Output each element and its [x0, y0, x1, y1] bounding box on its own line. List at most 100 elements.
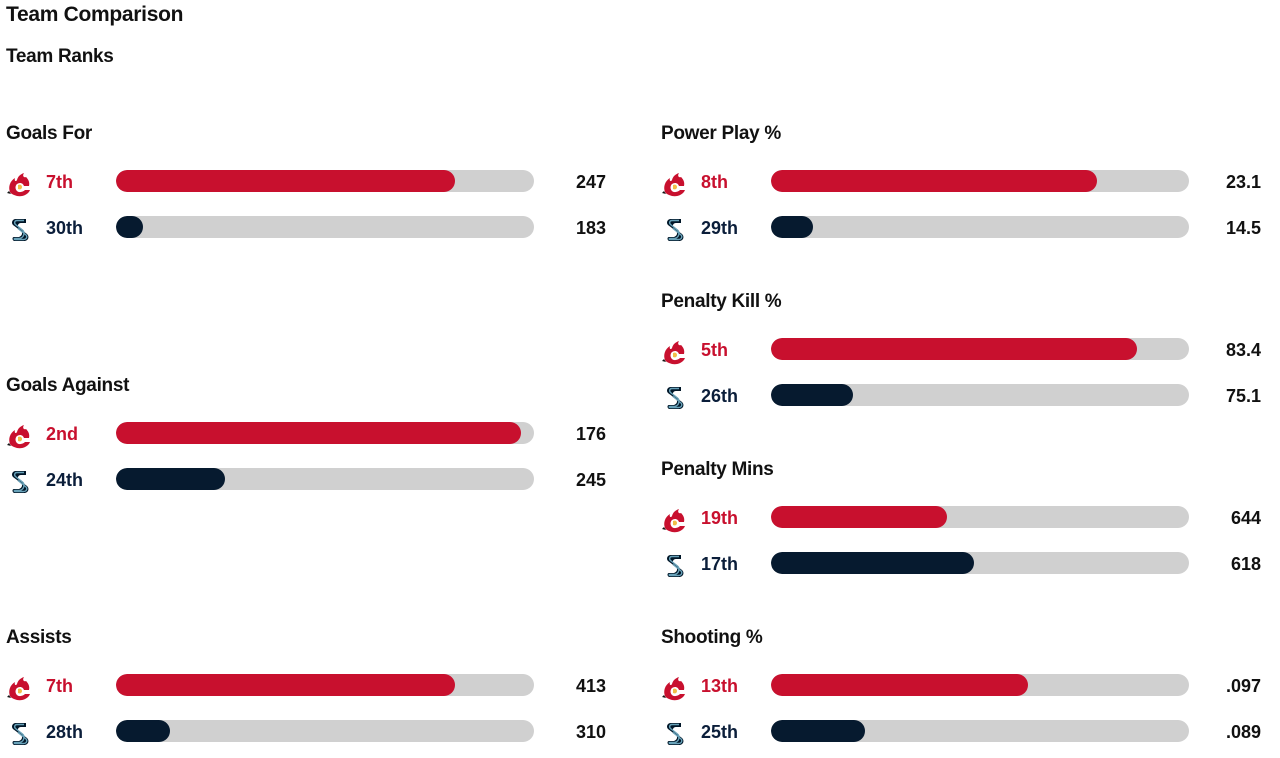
- stat-row-calgary: 19th 644: [661, 506, 1261, 530]
- progress-fill: [771, 338, 1137, 360]
- stat-block-penalty-kill: Penalty Kill % 5th 83.4 26th 75.1: [661, 290, 1261, 314]
- progress-fill: [771, 384, 853, 406]
- stat-title: Assists: [6, 627, 72, 648]
- progress-track: [771, 506, 1189, 528]
- stat-title: Shooting %: [661, 627, 763, 648]
- rank-label: 24th: [46, 470, 84, 490]
- stat-value: 618: [1230, 554, 1261, 574]
- rank-label: 7th: [46, 172, 73, 192]
- progress-track: [116, 468, 534, 490]
- stat-value: 413: [575, 676, 606, 696]
- stat-value: 183: [575, 218, 606, 238]
- rank-label: 25th: [701, 722, 739, 742]
- stat-value: 75.1: [1225, 386, 1261, 406]
- seattle-kraken-logo-icon: [661, 720, 689, 748]
- progress-track: [116, 674, 534, 696]
- stat-value: 245: [575, 470, 606, 490]
- calgary-flames-logo-icon: [661, 674, 689, 702]
- stat-title: Goals For: [6, 123, 92, 144]
- rank-label: 7th: [46, 676, 73, 696]
- progress-fill: [116, 720, 170, 742]
- progress-track: [771, 170, 1189, 192]
- rank-label: 28th: [46, 722, 84, 742]
- rank-label: 29th: [701, 218, 739, 238]
- progress-track: [771, 338, 1189, 360]
- progress-fill: [116, 674, 455, 696]
- stat-row-calgary: 7th 413: [6, 674, 606, 698]
- stat-row-seattle: 26th 75.1: [661, 384, 1261, 408]
- stat-row-calgary: 8th 23.1: [661, 170, 1261, 194]
- stat-value: 23.1: [1225, 172, 1261, 192]
- stat-block-shooting: Shooting % 13th .097 25th .089: [661, 626, 1261, 650]
- progress-fill: [771, 506, 947, 528]
- stat-value: .097: [1225, 676, 1261, 696]
- stat-block-power-play: Power Play % 8th 23.1 29th 14.5: [661, 122, 1261, 146]
- stat-value: 14.5: [1225, 218, 1261, 238]
- stat-block-goals-for: Goals For 7th 247 30th 183: [6, 122, 606, 146]
- stat-row-seattle: 29th 14.5: [661, 216, 1261, 240]
- progress-fill: [771, 720, 865, 742]
- progress-track: [116, 720, 534, 742]
- progress-fill: [116, 216, 143, 238]
- stat-value: .089: [1225, 722, 1261, 742]
- section-title: Team Ranks: [6, 46, 114, 67]
- progress-track: [771, 552, 1189, 574]
- stat-value: 644: [1230, 508, 1261, 528]
- stat-row-seattle: 25th .089: [661, 720, 1261, 744]
- seattle-kraken-logo-icon: [6, 720, 34, 748]
- stat-block-penalty-mins: Penalty Mins 19th 644 17th 618: [661, 458, 1261, 482]
- calgary-flames-logo-icon: [661, 506, 689, 534]
- stat-title: Goals Against: [6, 375, 130, 396]
- progress-fill: [771, 552, 974, 574]
- stat-title: Power Play %: [661, 123, 781, 144]
- progress-track: [771, 720, 1189, 742]
- stat-row-seattle: 17th 618: [661, 552, 1261, 576]
- stat-row-seattle: 24th 245: [6, 468, 606, 492]
- rank-label: 5th: [701, 340, 728, 360]
- calgary-flames-logo-icon: [661, 170, 689, 198]
- seattle-kraken-logo-icon: [661, 216, 689, 244]
- progress-fill: [771, 674, 1028, 696]
- progress-track: [771, 384, 1189, 406]
- stat-row-seattle: 28th 310: [6, 720, 606, 744]
- calgary-flames-logo-icon: [6, 674, 34, 702]
- stat-title: Penalty Kill %: [661, 291, 782, 312]
- progress-track: [116, 170, 534, 192]
- calgary-flames-logo-icon: [661, 338, 689, 366]
- progress-track: [116, 216, 534, 238]
- rank-label: 2nd: [46, 424, 79, 444]
- rank-label: 19th: [701, 508, 739, 528]
- progress-fill: [771, 170, 1097, 192]
- progress-track: [116, 422, 534, 444]
- stat-block-goals-against: Goals Against 2nd 176 24th 245: [6, 374, 606, 398]
- stat-row-seattle: 30th 183: [6, 216, 606, 240]
- stat-row-calgary: 5th 83.4: [661, 338, 1261, 362]
- seattle-kraken-logo-icon: [661, 384, 689, 412]
- stat-value: 247: [575, 172, 606, 192]
- rank-label: 30th: [46, 218, 84, 238]
- rank-label: 13th: [701, 676, 739, 696]
- stat-value: 83.4: [1225, 340, 1261, 360]
- seattle-kraken-logo-icon: [6, 468, 34, 496]
- progress-fill: [116, 422, 521, 444]
- stat-row-calgary: 7th 247: [6, 170, 606, 194]
- stat-value: 310: [575, 722, 606, 742]
- rank-label: 8th: [701, 172, 728, 192]
- progress-fill: [116, 468, 225, 490]
- page-title: Team Comparison: [6, 3, 184, 26]
- stat-block-assists: Assists 7th 413 28th 310: [6, 626, 606, 650]
- rank-label: 26th: [701, 386, 739, 406]
- stat-title: Penalty Mins: [661, 459, 774, 480]
- progress-track: [771, 674, 1189, 696]
- stat-row-calgary: 2nd 176: [6, 422, 606, 446]
- stat-row-calgary: 13th .097: [661, 674, 1261, 698]
- progress-track: [771, 216, 1189, 238]
- calgary-flames-logo-icon: [6, 422, 34, 450]
- progress-fill: [771, 216, 813, 238]
- stat-value: 176: [575, 424, 606, 444]
- calgary-flames-logo-icon: [6, 170, 34, 198]
- seattle-kraken-logo-icon: [661, 552, 689, 580]
- seattle-kraken-logo-icon: [6, 216, 34, 244]
- progress-fill: [116, 170, 455, 192]
- rank-label: 17th: [701, 554, 739, 574]
